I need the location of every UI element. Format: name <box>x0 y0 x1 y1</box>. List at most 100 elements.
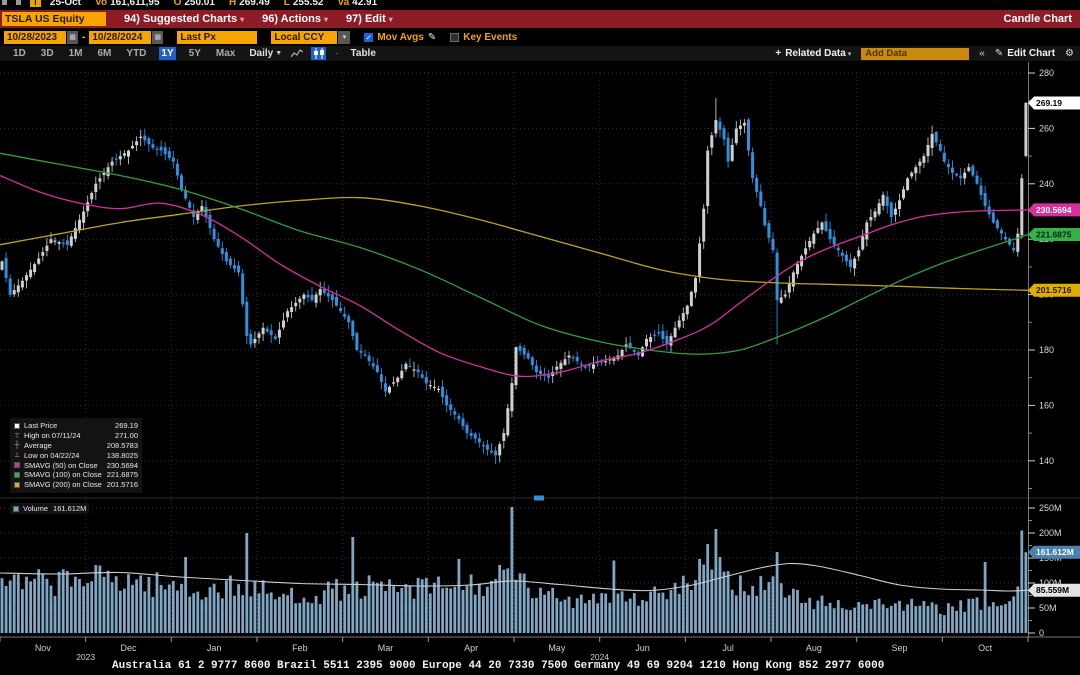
gear-icon[interactable]: ⚙ <box>1065 48 1074 59</box>
volume-bar <box>392 586 395 633</box>
volume-bar <box>502 569 506 633</box>
volume-bar <box>661 592 665 633</box>
candle-up <box>963 172 967 179</box>
related-data-button[interactable]: Related Data <box>785 48 846 59</box>
menu-item-actions[interactable]: 96) Actions ▾ <box>262 13 329 25</box>
start-date-input[interactable]: 10/28/2023 <box>4 30 66 44</box>
volume-bar <box>233 595 236 633</box>
volume-bar <box>469 574 473 633</box>
volume-bar <box>853 607 856 633</box>
volume-bar <box>269 592 273 633</box>
volume-bar <box>302 597 306 633</box>
add-data-input[interactable]: Add Data <box>861 47 970 60</box>
chart-region[interactable]: 280260240220200180160140250M200M150M100M… <box>0 62 1080 662</box>
volume-bar <box>759 576 763 633</box>
price-field-input[interactable]: Last Px <box>177 30 258 44</box>
volume-bar <box>37 569 41 633</box>
candle-down <box>938 144 942 151</box>
smavg200-badge: 201.5716 <box>1028 283 1080 297</box>
candle-down <box>461 418 465 427</box>
volume-bar <box>449 588 453 633</box>
volume-bar <box>608 602 612 633</box>
candle-down <box>481 445 485 447</box>
end-date-input[interactable]: 10/28/2024 <box>89 30 152 44</box>
volume-bar <box>583 603 587 633</box>
candle-down <box>61 242 65 244</box>
period-select[interactable]: Daily <box>249 48 274 59</box>
range-3d[interactable]: 3D <box>40 48 54 59</box>
menu-item-edit[interactable]: 97) Edit ▾ <box>346 13 393 25</box>
volume-bar <box>318 604 322 633</box>
volume-bar <box>690 590 693 633</box>
legend-swatch-icon: ⊥ <box>14 452 21 460</box>
candle-down <box>408 365 412 367</box>
legend-swatch-icon <box>14 422 20 429</box>
range-5y[interactable]: 5Y <box>188 48 201 59</box>
candle-chart-canvas[interactable]: 280260240220200180160140250M200M150M100M… <box>0 62 1080 662</box>
volume-bar <box>938 613 942 633</box>
candle-up <box>388 386 391 393</box>
range-max[interactable]: Max <box>215 48 236 59</box>
candle-down <box>330 294 334 301</box>
security-input[interactable]: TSLA US Equity <box>2 12 106 26</box>
candle-down <box>379 374 383 382</box>
range-1y[interactable]: 1Y <box>159 47 176 60</box>
candle-up <box>127 150 130 157</box>
candle-chart-icon[interactable] <box>311 47 327 60</box>
ohlc-summary: 25-Oct Vo 161,611,95 O 250.01 H 269.49 L 255.52 V… <box>50 0 377 8</box>
pane-resize-handle[interactable] <box>534 495 544 501</box>
range-6m[interactable]: 6M <box>97 48 112 59</box>
volume-bar <box>359 598 363 633</box>
table-button[interactable]: Table <box>350 48 376 59</box>
candle-up <box>253 338 257 344</box>
volume-bar <box>310 603 314 633</box>
volume-bar <box>889 605 893 633</box>
volume-bar <box>857 602 861 633</box>
volume-bar <box>632 593 636 633</box>
line-chart-icon[interactable] <box>289 47 304 60</box>
volume-bar <box>131 584 134 633</box>
candle-down <box>771 238 775 251</box>
currency-select[interactable]: Local CCY <box>271 30 338 44</box>
candle-down <box>469 433 473 436</box>
candle-up <box>73 228 77 239</box>
mov-avgs-checkbox[interactable]: ✓ <box>364 32 374 42</box>
range-1d[interactable]: 1D <box>13 48 26 59</box>
candle-down <box>587 365 591 367</box>
candle-down <box>494 450 498 456</box>
edit-chart-button[interactable]: Edit Chart <box>1007 48 1056 59</box>
candle-up <box>563 359 567 365</box>
candle-down <box>526 353 530 359</box>
plus-icon: + <box>775 48 782 59</box>
candle-up <box>392 382 396 384</box>
key-events-checkbox[interactable] <box>450 32 460 42</box>
volume-bar <box>535 597 538 633</box>
calendar-icon[interactable]: ▦ <box>152 30 164 44</box>
range-1m[interactable]: 1M <box>68 48 83 59</box>
candle-up <box>922 156 926 163</box>
candle-down <box>216 239 220 247</box>
svg-text:269.19: 269.19 <box>1036 98 1062 108</box>
collapse-icon[interactable]: « <box>979 48 985 59</box>
volume-bar <box>518 573 522 633</box>
calendar-icon[interactable]: ▦ <box>67 30 78 44</box>
candle-up <box>69 236 73 246</box>
separator-dot: · <box>335 48 339 59</box>
pencil-icon[interactable]: ✎ <box>427 31 437 43</box>
volume-bar <box>739 575 742 633</box>
menu-item-suggested-charts[interactable]: 94) Suggested Charts ▾ <box>124 13 245 25</box>
candle-down <box>167 151 171 158</box>
volume-bar <box>726 571 730 633</box>
candle-down <box>306 294 310 298</box>
candle-down <box>767 223 771 238</box>
volume-bar <box>951 606 954 633</box>
range-ytd[interactable]: YTD <box>126 48 147 59</box>
candle-down <box>832 236 836 245</box>
chevron-down-icon[interactable]: ▾ <box>338 30 351 44</box>
volume-ma-line <box>0 562 1029 592</box>
pencil-icon[interactable]: ✎ <box>994 48 1004 59</box>
time-axis: Nov Dec Jan Feb Mar Apr May Jun Jul Aug Sep Oct 2023… <box>0 637 1029 662</box>
volume-bar <box>151 597 155 633</box>
svg-text:201.5716: 201.5716 <box>1036 285 1072 295</box>
volume-bar <box>229 575 232 633</box>
